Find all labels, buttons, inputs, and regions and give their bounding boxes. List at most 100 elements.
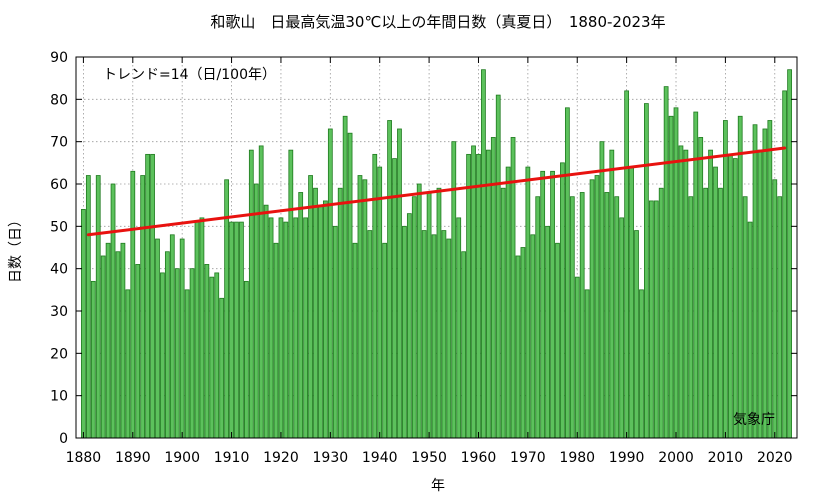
bar-1903 bbox=[194, 221, 200, 439]
bar-1886 bbox=[110, 183, 116, 439]
bar-1885 bbox=[105, 242, 111, 439]
bar-1957 bbox=[461, 251, 467, 439]
bar-1938 bbox=[367, 230, 373, 439]
trend-annotation: トレンド=14（日/100年） bbox=[103, 67, 276, 83]
bar-1902 bbox=[189, 268, 195, 439]
bar-1944 bbox=[397, 128, 402, 439]
bar-1883 bbox=[95, 175, 101, 439]
bar-1908 bbox=[219, 297, 225, 439]
bar-1949 bbox=[421, 230, 427, 439]
bar-1975 bbox=[550, 170, 555, 439]
bar-1911 bbox=[234, 221, 239, 439]
bar-1918 bbox=[268, 217, 274, 439]
bar-1919 bbox=[273, 242, 279, 439]
x-tick-label: 1960 bbox=[461, 450, 497, 466]
x-tick-label: 2020 bbox=[757, 450, 793, 466]
bar-2018 bbox=[762, 128, 768, 439]
bar-1915 bbox=[253, 183, 259, 439]
bar-1945 bbox=[402, 225, 407, 439]
bar-1920 bbox=[278, 217, 284, 439]
bar-1977 bbox=[560, 162, 565, 439]
bar-1948 bbox=[416, 183, 422, 439]
bar-1970 bbox=[525, 166, 531, 439]
x-tick-label: 1950 bbox=[411, 450, 447, 466]
x-tick-label: 1980 bbox=[559, 450, 595, 466]
x-tick-label: 1900 bbox=[164, 450, 200, 466]
bar-1924 bbox=[298, 192, 304, 439]
bar-1907 bbox=[214, 272, 220, 439]
y-axis-label: 日数（日） bbox=[8, 213, 24, 283]
bar-1930 bbox=[327, 128, 333, 439]
bar-1927 bbox=[313, 187, 318, 439]
bar-1954 bbox=[446, 238, 452, 439]
bar-2013 bbox=[737, 115, 743, 439]
bar-1961 bbox=[481, 69, 486, 439]
bar-1979 bbox=[569, 196, 575, 439]
bar-1960 bbox=[476, 153, 481, 439]
bar-1891 bbox=[135, 264, 141, 439]
bar-1984 bbox=[594, 175, 600, 439]
y-tick-label: 90 bbox=[50, 50, 68, 66]
bar-2000 bbox=[673, 107, 679, 439]
bar-1905 bbox=[204, 264, 210, 439]
bar-1969 bbox=[520, 247, 526, 439]
bar-1941 bbox=[382, 242, 388, 439]
bar-2004 bbox=[693, 111, 699, 439]
chart-title: 和歌山 日最高気温30℃以上の年間日数（真夏日） 1880-2023年 bbox=[210, 13, 665, 31]
bar-1951 bbox=[431, 234, 437, 439]
y-tick-label: 70 bbox=[50, 135, 68, 151]
y-tick-label: 10 bbox=[50, 389, 68, 405]
bar-1913 bbox=[243, 280, 249, 439]
bar-1965 bbox=[500, 187, 506, 439]
bar-1901 bbox=[184, 289, 190, 439]
bar-1887 bbox=[115, 251, 121, 439]
bar-1922 bbox=[288, 149, 294, 439]
bar-1988 bbox=[614, 196, 620, 439]
bar-1991 bbox=[629, 166, 634, 439]
bar-1959 bbox=[471, 145, 476, 439]
y-tick-label: 20 bbox=[50, 346, 68, 362]
bar-1974 bbox=[545, 225, 550, 439]
bar-1999 bbox=[668, 115, 674, 439]
bar-1946 bbox=[406, 213, 412, 439]
x-tick-label: 1990 bbox=[609, 450, 645, 466]
x-tick-label: 1930 bbox=[313, 450, 349, 466]
bar-1935 bbox=[352, 242, 358, 439]
bar-2014 bbox=[742, 196, 748, 439]
bar-1947 bbox=[411, 196, 417, 439]
bar-1923 bbox=[293, 217, 299, 439]
trend-line bbox=[86, 146, 787, 237]
x-axis-label: 年 bbox=[431, 478, 445, 494]
bar-1943 bbox=[392, 158, 397, 439]
bar-1950 bbox=[426, 192, 432, 439]
bar-1916 bbox=[258, 145, 264, 439]
bar-1894 bbox=[150, 153, 155, 439]
bar-1910 bbox=[229, 221, 234, 439]
y-tick-label: 30 bbox=[50, 304, 68, 320]
bar-1986 bbox=[604, 192, 610, 439]
bar-2011 bbox=[727, 153, 733, 439]
ticks: 0 10 20 30 40 50 60 70 80 90 1880 1890 1900 1910 1920 1… bbox=[50, 50, 797, 466]
bar-2010 bbox=[723, 120, 728, 439]
bar-1929 bbox=[323, 200, 328, 439]
bar-2023 bbox=[787, 69, 792, 439]
bar-1956 bbox=[456, 217, 462, 439]
bar-2017 bbox=[757, 149, 763, 439]
bar-1997 bbox=[658, 187, 664, 439]
bar-1921 bbox=[283, 221, 289, 439]
bar-1896 bbox=[160, 272, 165, 439]
bars bbox=[81, 69, 792, 439]
bar-1881 bbox=[85, 175, 91, 439]
bar-1892 bbox=[140, 175, 146, 439]
bar-1989 bbox=[619, 217, 625, 439]
bar-1955 bbox=[451, 141, 457, 439]
bar-1990 bbox=[624, 90, 630, 439]
bar-1982 bbox=[584, 289, 590, 439]
x-tick-label: 1940 bbox=[362, 450, 398, 466]
bar-1899 bbox=[174, 268, 180, 439]
bar-1976 bbox=[555, 242, 560, 439]
bar-1995 bbox=[648, 200, 654, 439]
bar-1936 bbox=[357, 175, 363, 439]
bar-1987 bbox=[609, 149, 615, 439]
bar-1994 bbox=[644, 103, 649, 439]
